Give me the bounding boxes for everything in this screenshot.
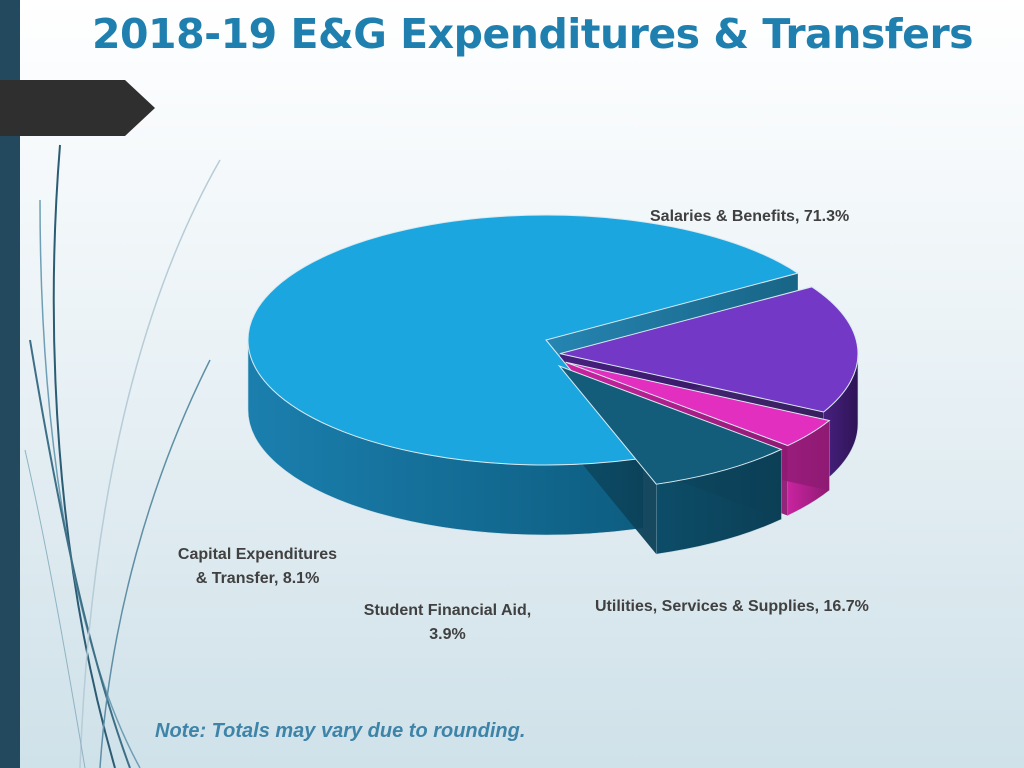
capital-label: Capital Expenditures & Transfer, 8.1% — [150, 543, 365, 591]
arrow-tab-shape — [0, 80, 155, 136]
salaries-label: Salaries & Benefits, 71.3% — [650, 208, 850, 225]
salaries-slice — [247, 214, 800, 466]
rounding-note: Note: Totals may vary due to rounding. — [155, 720, 526, 742]
left-accent-bar — [0, 0, 20, 768]
slide-title: 2018-19 E&G Expenditures & Transfers — [92, 10, 974, 58]
student-aid-slice — [565, 361, 831, 447]
decorative-curves — [24, 144, 221, 768]
student-aid-label-line2: 3.9% — [429, 626, 466, 643]
student-aid-label: Student Financial Aid, 3.9% — [340, 599, 555, 647]
utilities-label: Utilities, Services & Supplies, 16.7% — [595, 598, 869, 615]
capital-slice — [557, 364, 783, 485]
capital-label-line2: & Transfer, 8.1% — [195, 570, 320, 587]
student-aid-label-line1: Student Financial Aid, — [363, 602, 532, 619]
utilities-slice — [559, 286, 859, 413]
capital-label-line1: Capital Expenditures — [177, 546, 338, 563]
